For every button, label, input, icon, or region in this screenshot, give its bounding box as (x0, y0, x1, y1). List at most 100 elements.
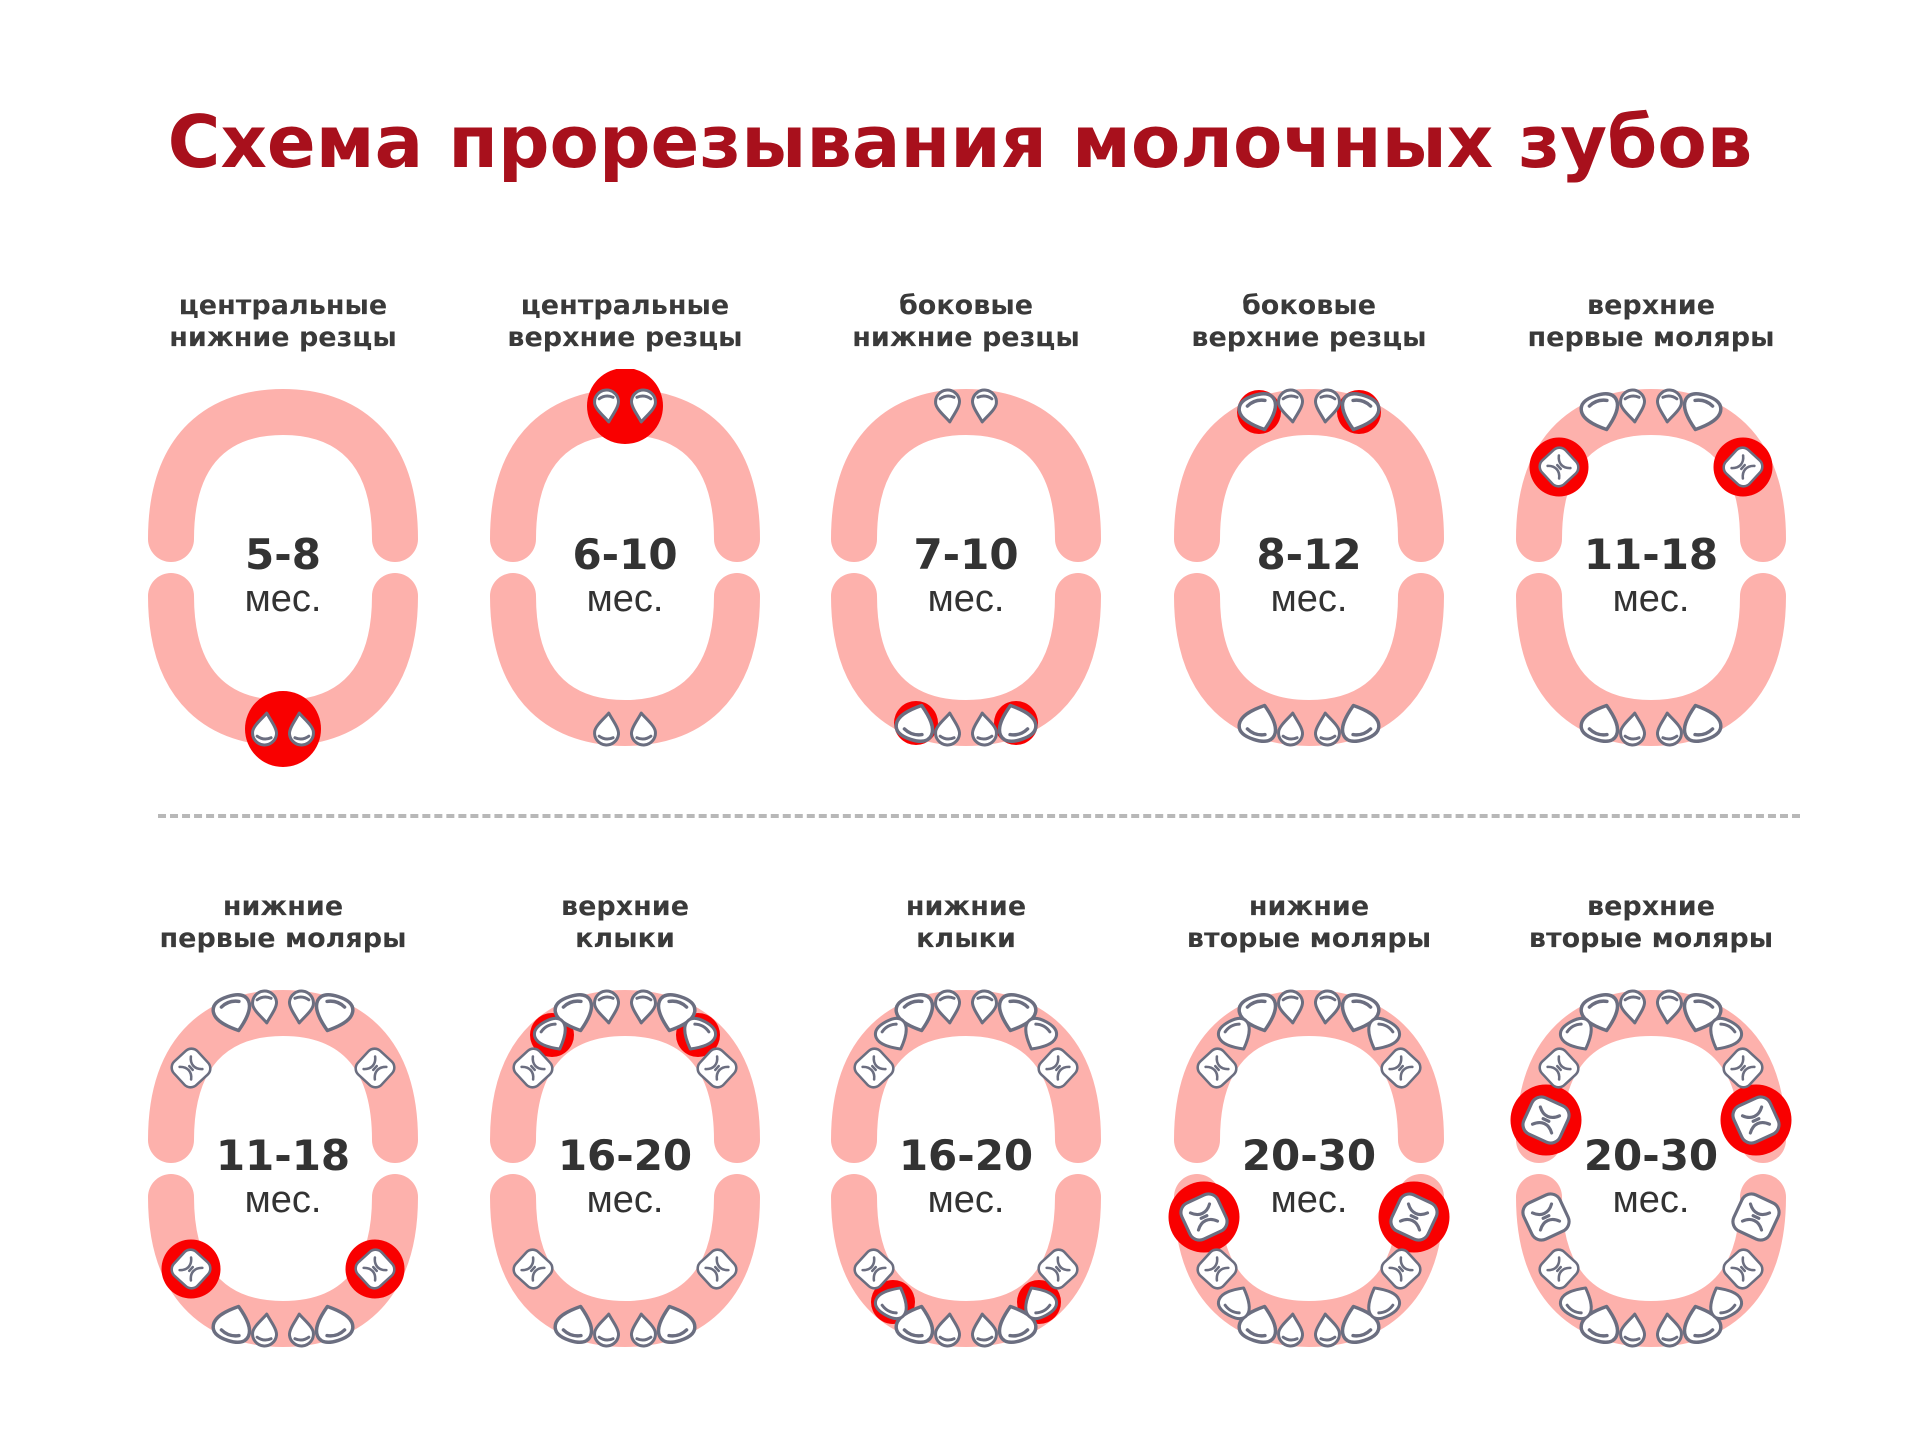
lower-central-incisor-icon (1277, 711, 1304, 747)
upper-central-incisor-icon (934, 388, 961, 424)
tooth-group-label: верхние клыки (425, 891, 825, 955)
upper-central-incisor-icon (1619, 388, 1646, 424)
lower-first-molar-icon (1380, 1248, 1422, 1290)
lower-lateral-incisor-icon (211, 1304, 252, 1344)
highlight-circle (587, 369, 663, 444)
tooth-group-label: центральные нижние резцы (83, 290, 483, 354)
jaw-diagram (490, 369, 760, 747)
lower-gum (1174, 573, 1444, 747)
jaw-diagram (148, 989, 418, 1348)
upper-lateral-incisor-icon (314, 993, 355, 1033)
lower-central-incisor-icon (1314, 1312, 1341, 1348)
jaw-diagram (831, 388, 1101, 747)
jaw-diagram (1516, 388, 1786, 747)
upper-lateral-incisor-icon (1682, 392, 1723, 432)
label-line-1: нижние (222, 891, 344, 922)
months-unit: мес. (586, 578, 664, 620)
tooth-group-label: нижние клыки (766, 891, 1166, 955)
label-line-2: нижние резцы (169, 322, 397, 353)
lower-second-molar-icon (1521, 1192, 1571, 1242)
lower-central-incisor-icon (593, 711, 620, 747)
months-range: 16-20 (898, 1131, 1034, 1180)
lower-lateral-incisor-icon (314, 1304, 355, 1344)
lower-gum (1516, 573, 1786, 747)
upper-central-incisor-icon (630, 388, 657, 424)
lower-central-incisor-icon (630, 711, 657, 747)
label-line-2: нижние резцы (852, 322, 1080, 353)
jaw-diagram (148, 388, 418, 767)
jaw-diagram (490, 989, 760, 1348)
lower-lateral-incisor-icon (894, 703, 935, 743)
lower-central-incisor-icon (1656, 711, 1683, 747)
months-unit: мес. (927, 578, 1005, 620)
highlight-circle (245, 691, 321, 767)
jaw-diagram (1174, 388, 1444, 747)
lower-canine-icon (1367, 1286, 1402, 1321)
tooth-group-label: боковые нижние резцы (766, 290, 1166, 354)
tooth-group-label: верхние первые моляры (1451, 290, 1851, 354)
upper-first-molar-icon (853, 1047, 895, 1089)
lower-first-molar-icon (512, 1248, 554, 1290)
upper-gum (831, 388, 1101, 562)
months-range: 16-20 (557, 1131, 693, 1180)
label-line-1: центральные (520, 290, 730, 321)
months-range: 11-18 (1583, 530, 1719, 579)
lower-second-molar-icon (1389, 1192, 1439, 1242)
lower-first-molar-icon (170, 1248, 212, 1290)
upper-canine-icon (1709, 1016, 1744, 1051)
jaw-diagram (1168, 989, 1450, 1348)
upper-central-incisor-icon (1277, 388, 1304, 424)
lower-central-incisor-icon (1314, 711, 1341, 747)
months-unit: мес. (586, 1179, 664, 1221)
upper-central-incisor-icon (251, 989, 278, 1025)
lower-first-molar-icon (1538, 1248, 1580, 1290)
upper-first-molar-icon (1722, 446, 1764, 488)
label-line-1: нижние (1248, 891, 1370, 922)
lower-gum (831, 573, 1101, 747)
lower-first-molar-icon (1722, 1248, 1764, 1290)
upper-first-molar-icon (1037, 1047, 1079, 1089)
lower-lateral-incisor-icon (1682, 703, 1723, 743)
lower-second-molar-icon (1179, 1192, 1229, 1242)
lower-central-incisor-icon (251, 711, 278, 747)
lower-first-molar-icon (853, 1248, 895, 1290)
upper-first-molar-icon (1380, 1047, 1422, 1089)
lower-second-molar-icon (1731, 1192, 1781, 1242)
tooth-group-label: нижние вторые моляры (1109, 891, 1509, 955)
label-line-2: первые моляры (159, 923, 407, 954)
lower-first-molar-icon (696, 1248, 738, 1290)
label-line-1: боковые (1241, 290, 1377, 321)
lower-canine-icon (1558, 1286, 1593, 1321)
lower-central-incisor-icon (630, 1312, 657, 1348)
tooth-group-label: боковые верхние резцы (1109, 290, 1509, 354)
eruption-stage-panel: центральные верхние резцы 6-10 мес. (455, 290, 795, 810)
lower-lateral-incisor-icon (1579, 703, 1620, 743)
upper-canine-icon (1367, 1016, 1402, 1051)
upper-first-molar-icon (1538, 1047, 1580, 1089)
label-line-1: нижние (905, 891, 1027, 922)
months-unit: мес. (1270, 578, 1348, 620)
upper-canine-icon (532, 1016, 567, 1051)
upper-central-incisor-icon (1656, 989, 1683, 1025)
eruption-stage-panel: нижние клыки 16-20 мес. (796, 891, 1136, 1411)
upper-central-incisor-icon (593, 388, 620, 424)
lower-central-incisor-icon (1619, 1312, 1646, 1348)
lower-canine-icon (1024, 1286, 1059, 1321)
eruption-stage-panel: верхние клыки 16-20 мес. (455, 891, 795, 1411)
months-unit: мес. (244, 578, 322, 620)
months-unit: мес. (1612, 578, 1690, 620)
upper-central-incisor-icon (1619, 989, 1646, 1025)
lower-central-incisor-icon (971, 1312, 998, 1348)
upper-canine-icon (1216, 1016, 1251, 1051)
upper-canine-icon (683, 1016, 718, 1051)
label-line-1: центральные (178, 290, 388, 321)
months-unit: мес. (1612, 1179, 1690, 1221)
lower-central-incisor-icon (1619, 711, 1646, 747)
lower-lateral-incisor-icon (1237, 703, 1278, 743)
eruption-stage-panel: боковые нижние резцы 7-10 мес. (796, 290, 1136, 810)
upper-gum (148, 388, 418, 562)
months-range: 8-12 (1256, 530, 1362, 579)
months-range: 20-30 (1583, 1131, 1719, 1180)
lower-first-molar-icon (1196, 1248, 1238, 1290)
upper-first-molar-icon (696, 1047, 738, 1089)
